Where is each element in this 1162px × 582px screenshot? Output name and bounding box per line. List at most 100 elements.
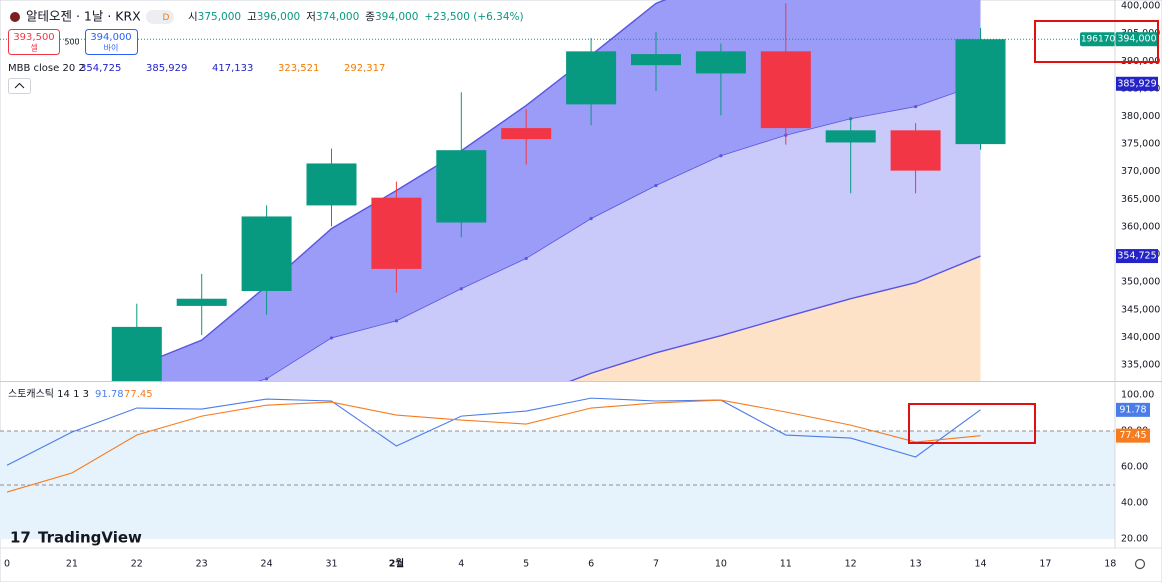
y-tick-label: 350,000 bbox=[1121, 277, 1160, 288]
x-tick-label: 4 bbox=[458, 559, 464, 570]
ohlc-value: 394,000 bbox=[375, 11, 418, 23]
buy-label[interactable]: 바이 bbox=[104, 43, 119, 53]
basis-dot bbox=[524, 256, 528, 261]
candle-body bbox=[176, 298, 227, 306]
ohlc: 시375,000 고396,000 저374,000 종394,000 +23,500 … bbox=[188, 11, 524, 23]
y-tick-label: 20.00 bbox=[1121, 534, 1148, 545]
collapse-icon bbox=[14, 82, 25, 89]
y-tick-label: 400,000 bbox=[1121, 1, 1160, 12]
x-tick-label: 24 bbox=[261, 559, 273, 570]
indicator-value: 292,317 bbox=[344, 63, 385, 74]
value-tag bbox=[1116, 402, 1150, 417]
stoch-line bbox=[6, 399, 981, 493]
basis-dot bbox=[265, 377, 269, 381]
change: +23,500 (+6.34%) bbox=[424, 11, 523, 23]
x-tick-label: 5 bbox=[523, 559, 529, 570]
indicator-value: 354,725 bbox=[80, 63, 121, 74]
candle-body bbox=[241, 216, 292, 291]
sell-label[interactable]: 셀 bbox=[30, 43, 37, 53]
x-tick-label: 21 bbox=[66, 559, 78, 570]
last-price-tag-extra bbox=[1080, 32, 1116, 47]
logo: 𝟭𝟳 bbox=[10, 529, 31, 547]
ohlc-value: 375,000 bbox=[198, 11, 241, 23]
y-tick-label: 40.00 bbox=[1121, 498, 1148, 509]
ohlc-label: 저 bbox=[306, 11, 316, 23]
band-fill-lower bbox=[259, 83, 981, 381]
candle-body bbox=[631, 54, 681, 66]
ohlc-label: 고 bbox=[247, 11, 257, 23]
value-tag-label: 91.78 bbox=[1119, 404, 1146, 415]
sell-price[interactable]: 393,500 bbox=[13, 32, 54, 43]
ohlc-value: 374,000 bbox=[316, 11, 359, 23]
x-tick-label: 2월 bbox=[389, 558, 404, 570]
candle-body bbox=[695, 51, 746, 74]
highlight-box bbox=[1034, 20, 1159, 63]
y-tick-label: 60.00 bbox=[1121, 462, 1148, 473]
legend-value: 77.45 bbox=[124, 389, 153, 400]
x-tick-label: 12 bbox=[845, 559, 857, 570]
basis-dot bbox=[394, 319, 398, 323]
stoch-plot bbox=[0, 397, 1115, 540]
basis-dot bbox=[654, 183, 658, 188]
badge: D bbox=[163, 13, 170, 23]
overlay: 400,000395,000390,000385,000380,000375,0… bbox=[4, 1, 1160, 570]
basis-dot bbox=[329, 336, 334, 340]
ohlc-value: 396,000 bbox=[257, 11, 300, 23]
y-tick-label: 335,000 bbox=[1121, 359, 1160, 370]
collapse-button[interactable] bbox=[8, 78, 31, 94]
value-tag bbox=[1116, 428, 1150, 443]
y-tick-label: 360,000 bbox=[1121, 221, 1160, 232]
candle-body bbox=[955, 39, 1006, 145]
candle-body bbox=[306, 163, 357, 206]
y-tick-label: 365,000 bbox=[1121, 194, 1160, 205]
indicator-value: 417,133 bbox=[212, 63, 253, 74]
y-tick-label: 345,000 bbox=[1121, 304, 1160, 315]
candle-body bbox=[111, 326, 162, 381]
price-tag-label: 385,929 bbox=[1117, 78, 1156, 89]
x-tick-label: 11 bbox=[780, 559, 792, 570]
basis-dot bbox=[719, 154, 723, 158]
buy-button[interactable] bbox=[85, 29, 138, 55]
stoch-line bbox=[6, 397, 981, 466]
logo-text: TradingView bbox=[38, 529, 142, 547]
value-tag-label: 77.45 bbox=[1119, 430, 1146, 441]
ohlc-label: 시 bbox=[188, 11, 198, 23]
legend-value: 91.78 bbox=[95, 389, 124, 400]
x-tick-label: 10 bbox=[715, 559, 727, 570]
x-tick-label: 23 bbox=[196, 559, 208, 570]
band-basis bbox=[257, 83, 981, 381]
x-tick-label: 17 bbox=[1039, 559, 1051, 570]
candle-body bbox=[760, 51, 811, 129]
band-lower bbox=[568, 255, 981, 381]
y-tick-label: 340,000 bbox=[1121, 332, 1160, 343]
sell-button[interactable] bbox=[8, 29, 60, 55]
price-tag bbox=[1116, 76, 1158, 91]
last-price-label: 394,000 bbox=[1117, 34, 1156, 45]
price-plot bbox=[0, 0, 1115, 381]
symbol-icon bbox=[10, 12, 20, 22]
candle-body bbox=[566, 51, 617, 105]
candle-body bbox=[890, 130, 941, 171]
y-tick-label: 375,000 bbox=[1121, 139, 1160, 150]
candle-body bbox=[825, 130, 876, 143]
y-tick-label: 380,000 bbox=[1121, 111, 1160, 122]
x-tick-label: 31 bbox=[325, 559, 337, 570]
candle-body bbox=[371, 197, 422, 269]
settings-icon[interactable] bbox=[1134, 558, 1146, 570]
buy-price[interactable]: 394,000 bbox=[90, 32, 131, 43]
ohlc-label: 종 bbox=[365, 11, 375, 23]
basis-dot bbox=[914, 104, 918, 109]
symbol[interactable]: 알테오젠 · 1날 · KRX bbox=[26, 9, 141, 24]
basis-dot bbox=[459, 287, 463, 291]
indicator-value: 323,521 bbox=[278, 63, 319, 74]
candle-body bbox=[501, 128, 552, 140]
badge-bg bbox=[146, 10, 174, 24]
band-fill-outer bbox=[136, 256, 981, 381]
x-tick-label: 14 bbox=[974, 559, 986, 570]
last-price-tag bbox=[1116, 32, 1158, 47]
x-tick-label: 0 bbox=[4, 559, 10, 570]
price-tag-label: 354,725 bbox=[1117, 251, 1156, 262]
spread: 500 bbox=[64, 38, 79, 47]
indicator-title: MBB close 20 2 bbox=[8, 63, 85, 74]
